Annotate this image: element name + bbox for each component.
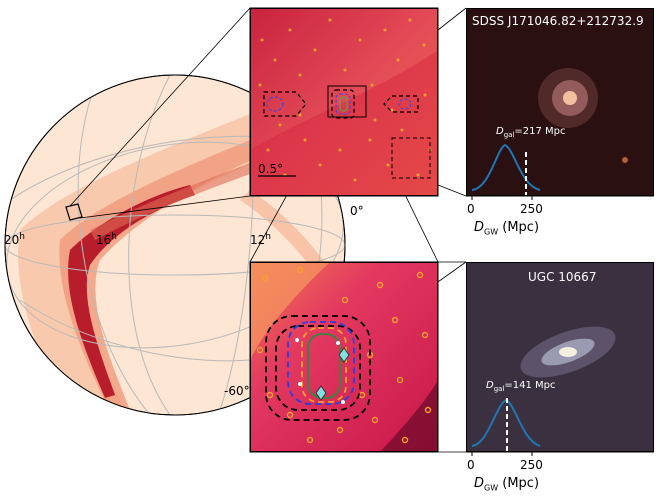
zoom-panel-bottom <box>249 261 439 453</box>
ra-label-16h: 16h <box>96 232 117 247</box>
galaxy-image-top <box>466 8 654 196</box>
galaxy-image-bottom <box>466 262 654 452</box>
galaxy-image-top-frame <box>466 8 654 196</box>
contour-right <box>383 95 419 113</box>
xlabel-top: DGW (Mpc) <box>474 220 540 237</box>
scale-label: 0.5° <box>258 162 284 176</box>
ra-label-12h: 12h <box>250 232 271 247</box>
dec-label-0: 0° <box>350 204 364 218</box>
contour-green <box>307 333 341 399</box>
contour-outer <box>265 315 371 421</box>
probability-band-inner <box>68 185 195 398</box>
galaxy-dots <box>258 18 432 182</box>
galaxy-name-top: SDSS J171046.82+212732.9 <box>472 14 644 28</box>
galaxy-image-bottom-frame <box>466 262 654 452</box>
contour-orange <box>301 327 347 403</box>
zoom-panel-top-frame <box>250 8 438 196</box>
probability-band-east <box>240 190 330 280</box>
ra-label-20h: 20h <box>4 232 25 247</box>
connector-line <box>79 195 251 219</box>
host-marker <box>338 347 350 363</box>
dec-label-minus60: -60° <box>224 384 250 398</box>
zoom-panel-top <box>249 7 439 197</box>
probability-band-mid <box>59 120 310 412</box>
connector-line <box>437 184 467 197</box>
contour-center <box>331 89 355 119</box>
tick-250-top: 250 <box>520 202 543 216</box>
zoom-box <box>327 85 367 118</box>
connector-line <box>69 7 251 207</box>
dgal-label-top: Dgal=217 Mpc <box>496 126 566 139</box>
xlabel-bottom: DGW (Mpc) <box>474 476 540 493</box>
tick-0-bottom: 0 <box>467 458 475 472</box>
tick-250-bottom: 250 <box>520 458 543 472</box>
host-marker <box>315 385 327 401</box>
contour-black-inner <box>275 325 361 411</box>
contour-blue <box>287 321 355 405</box>
dgal-label-bottom: Dgal=141 Mpc <box>486 380 556 393</box>
galaxy-name-bottom: UGC 10667 <box>528 270 597 284</box>
connector-line <box>437 7 467 31</box>
zoom-panel-bottom-frame <box>250 262 438 452</box>
tick-0-top: 0 <box>467 202 475 216</box>
contour-left <box>263 91 307 117</box>
zoom-marker <box>65 203 83 221</box>
white-dots <box>295 338 345 404</box>
